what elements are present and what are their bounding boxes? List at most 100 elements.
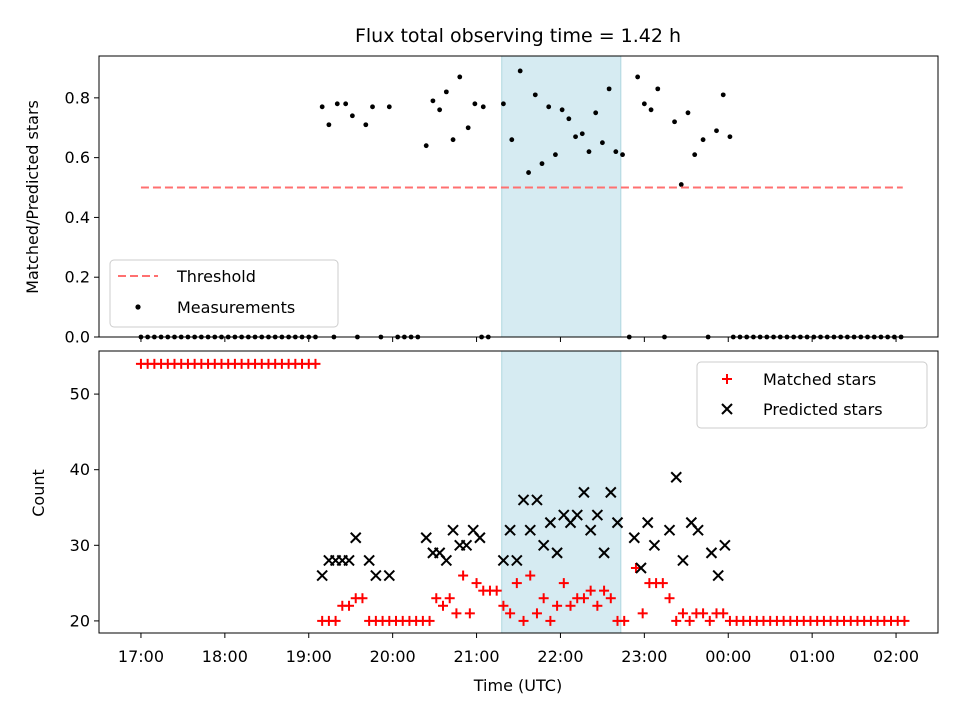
predicted-star-point xyxy=(578,486,590,499)
predicted-star-point xyxy=(524,524,536,536)
y-tick-label: 0.8 xyxy=(65,88,90,107)
predicted-star-point xyxy=(571,509,583,521)
y-tick-label: 20 xyxy=(70,611,90,630)
measurement-point xyxy=(343,101,349,107)
measurement-point xyxy=(692,152,698,158)
measurement-point xyxy=(480,104,486,110)
measurement-point xyxy=(635,74,641,80)
measurements-legend-swatch xyxy=(135,304,141,310)
matched-star-point xyxy=(518,615,529,626)
measurement-point xyxy=(423,143,429,149)
top-panel: 0.00.20.40.60.8 Matched/Predicted stars … xyxy=(23,55,939,347)
predicted-star-point xyxy=(511,554,523,567)
predicted-star-point xyxy=(719,539,731,552)
measurement-point xyxy=(370,104,375,110)
top-legend-box xyxy=(109,259,339,328)
predicted-star-point xyxy=(551,547,563,559)
predicted-star-point xyxy=(611,516,624,529)
matched-legend-swatch xyxy=(722,374,732,384)
matched-star-point xyxy=(552,600,563,611)
top-measurement-points xyxy=(319,68,733,187)
x-tick-label: 18:00 xyxy=(202,647,248,666)
measurement-point xyxy=(553,152,558,158)
predicted-star-point xyxy=(350,532,362,544)
predicted-star-point xyxy=(712,569,724,582)
predicted-star-point xyxy=(670,471,682,483)
measurement-point xyxy=(334,101,340,107)
matched-star-point xyxy=(491,585,502,596)
measurement-point xyxy=(526,170,531,175)
predicted-star-point xyxy=(370,569,382,582)
measurement-point xyxy=(620,152,625,158)
matched-star-point xyxy=(464,608,475,619)
predicted-star-point xyxy=(628,532,640,544)
predicted-star-point xyxy=(383,569,396,582)
predicted-star-point xyxy=(544,516,557,529)
measurement-point xyxy=(720,92,726,98)
predicted-star-point xyxy=(705,547,718,559)
matched-star-point xyxy=(558,578,569,589)
bottom-panel: 20 30 40 50 17:00 18:00 19:00 20:00 21:00 22:00 2… xyxy=(29,350,939,695)
x-tick-label: 19:00 xyxy=(286,647,332,666)
x-tick-label: 00:00 xyxy=(705,647,751,666)
measurement-point xyxy=(430,98,436,104)
measurement-point xyxy=(573,134,578,140)
bottom-legend: Matched stars Predicted stars xyxy=(696,361,928,429)
measurement-point xyxy=(363,122,369,128)
measurement-point xyxy=(648,107,654,113)
measurement-point xyxy=(546,104,552,110)
y-tick-label: 0.2 xyxy=(65,268,90,287)
measurement-point xyxy=(443,89,449,95)
predicted-star-point xyxy=(635,562,647,574)
measurement-point xyxy=(586,149,592,155)
measurement-point xyxy=(672,119,677,125)
matched-star-point xyxy=(605,593,616,604)
measurement-point xyxy=(655,86,661,92)
predicted-legend-swatch xyxy=(721,403,733,415)
matched-star-point xyxy=(498,600,509,611)
predicted-star-point xyxy=(605,486,617,499)
measurement-point xyxy=(319,104,325,110)
top-legend: Threshold Measurements xyxy=(109,259,339,328)
measurement-point xyxy=(606,86,612,92)
measurement-point xyxy=(600,140,605,146)
matched-star-point xyxy=(471,578,482,589)
matched-star-point xyxy=(444,593,455,604)
matched-star-point xyxy=(585,585,596,596)
measurement-point xyxy=(727,134,733,140)
measurement-point xyxy=(349,113,355,119)
predicted-star-point xyxy=(591,509,604,521)
bottom-y-ticks: 20 30 40 50 xyxy=(70,385,99,630)
top-x-ticks xyxy=(140,337,897,342)
y-tick-label: 0.0 xyxy=(65,328,90,347)
matched-star-point xyxy=(330,615,341,626)
matched-star-point xyxy=(437,600,448,611)
measurement-point xyxy=(579,131,585,137)
measurements-legend-label: Measurements xyxy=(177,298,295,317)
measurement-point xyxy=(386,104,392,110)
predicted-star-point xyxy=(460,539,473,552)
predicted-star-point xyxy=(531,494,543,506)
matched-star-point xyxy=(538,593,549,604)
matched-star-point xyxy=(671,615,682,626)
matched-star-point xyxy=(451,608,462,619)
matched-star-point xyxy=(357,593,368,604)
bottom-shaded-region xyxy=(501,350,622,634)
predicted-legend-label: Predicted stars xyxy=(763,400,883,419)
x-tick-label: 02:00 xyxy=(873,647,919,666)
predicted-legend-marker xyxy=(721,403,733,415)
bottom-legend-box xyxy=(696,361,928,429)
measurement-point xyxy=(566,116,572,122)
predicted-star-point xyxy=(517,494,530,506)
matched-star-point xyxy=(664,593,675,604)
measurement-point xyxy=(685,110,691,116)
matched-star-point xyxy=(344,600,355,611)
predicted-star-point xyxy=(504,524,516,536)
matched-star-point xyxy=(899,615,910,626)
predicted-star-point xyxy=(584,524,597,536)
predicted-star-point xyxy=(641,516,654,529)
measurement-point xyxy=(326,122,332,128)
x-tick-label: 20:00 xyxy=(370,647,416,666)
matched-legend-marker xyxy=(722,374,732,384)
